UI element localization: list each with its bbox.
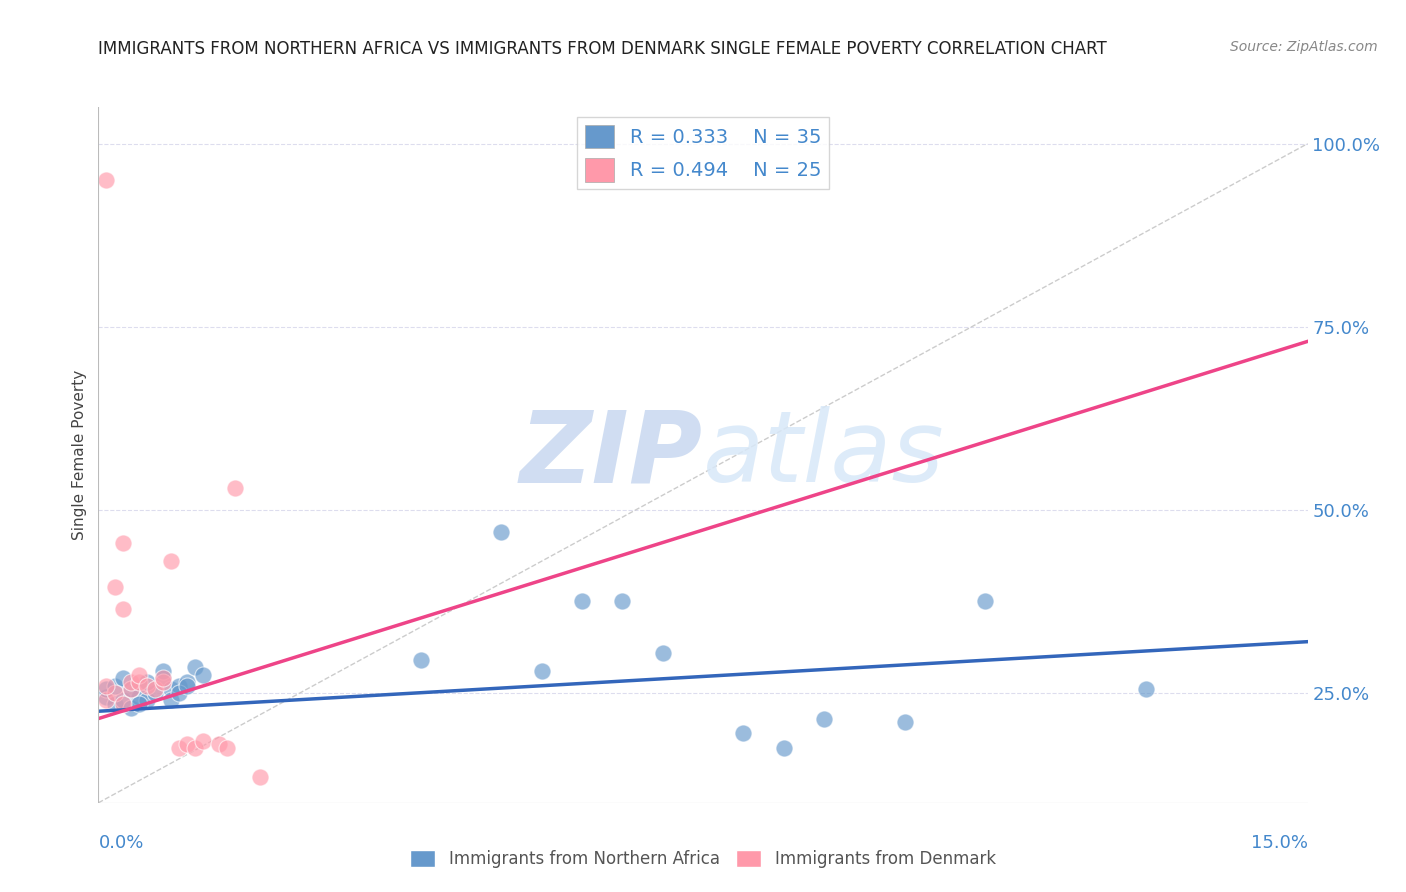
Point bbox=[184, 740, 207, 755]
Point bbox=[176, 737, 198, 751]
Point bbox=[152, 671, 174, 685]
Point bbox=[176, 675, 198, 690]
Point bbox=[120, 682, 142, 697]
Point bbox=[176, 679, 198, 693]
Point bbox=[120, 675, 142, 690]
Point bbox=[120, 700, 142, 714]
Point bbox=[1135, 682, 1157, 697]
Point bbox=[733, 726, 755, 740]
Point bbox=[152, 664, 174, 678]
Point bbox=[167, 740, 190, 755]
Point bbox=[111, 697, 134, 711]
Point bbox=[249, 770, 271, 784]
Point bbox=[103, 679, 125, 693]
Legend: Immigrants from Northern Africa, Immigrants from Denmark: Immigrants from Northern Africa, Immigra… bbox=[404, 843, 1002, 874]
Point bbox=[128, 675, 150, 690]
Point bbox=[143, 686, 166, 700]
Point bbox=[96, 679, 118, 693]
Point bbox=[128, 697, 150, 711]
Point bbox=[111, 536, 134, 550]
Point bbox=[772, 740, 794, 755]
Text: IMMIGRANTS FROM NORTHERN AFRICA VS IMMIGRANTS FROM DENMARK SINGLE FEMALE POVERTY: IMMIGRANTS FROM NORTHERN AFRICA VS IMMIG… bbox=[98, 40, 1107, 58]
Text: Source: ZipAtlas.com: Source: ZipAtlas.com bbox=[1230, 40, 1378, 54]
Point bbox=[974, 594, 997, 608]
Point bbox=[96, 173, 118, 187]
Point bbox=[111, 671, 134, 685]
Point bbox=[167, 686, 190, 700]
Point bbox=[893, 715, 915, 730]
Y-axis label: Single Female Poverty: Single Female Poverty bbox=[72, 370, 87, 540]
Point bbox=[152, 671, 174, 685]
Text: 0.0%: 0.0% bbox=[98, 834, 143, 852]
Point bbox=[135, 679, 157, 693]
Point bbox=[208, 737, 231, 751]
Point bbox=[103, 580, 125, 594]
Point bbox=[217, 740, 239, 755]
Point bbox=[193, 667, 215, 681]
Point bbox=[651, 646, 673, 660]
Point bbox=[530, 664, 553, 678]
Text: atlas: atlas bbox=[703, 407, 945, 503]
Point bbox=[143, 682, 166, 697]
Point bbox=[152, 675, 174, 690]
Point bbox=[111, 601, 134, 615]
Point bbox=[571, 594, 593, 608]
Point bbox=[813, 712, 835, 726]
Point bbox=[193, 733, 215, 747]
Point bbox=[160, 682, 183, 697]
Point bbox=[491, 524, 513, 539]
Point bbox=[111, 693, 134, 707]
Point bbox=[96, 693, 118, 707]
Point bbox=[96, 682, 118, 697]
Point bbox=[103, 686, 125, 700]
Point bbox=[96, 690, 118, 704]
Point bbox=[128, 667, 150, 681]
Text: 15.0%: 15.0% bbox=[1250, 834, 1308, 852]
Point bbox=[128, 690, 150, 704]
Point bbox=[135, 675, 157, 690]
Point bbox=[103, 697, 125, 711]
Point bbox=[135, 693, 157, 707]
Point bbox=[184, 660, 207, 674]
Text: ZIP: ZIP bbox=[520, 407, 703, 503]
Point bbox=[612, 594, 634, 608]
Point bbox=[160, 554, 183, 568]
Point bbox=[409, 653, 432, 667]
Point bbox=[224, 481, 246, 495]
Point bbox=[167, 679, 190, 693]
Point bbox=[160, 693, 183, 707]
Point bbox=[120, 682, 142, 697]
